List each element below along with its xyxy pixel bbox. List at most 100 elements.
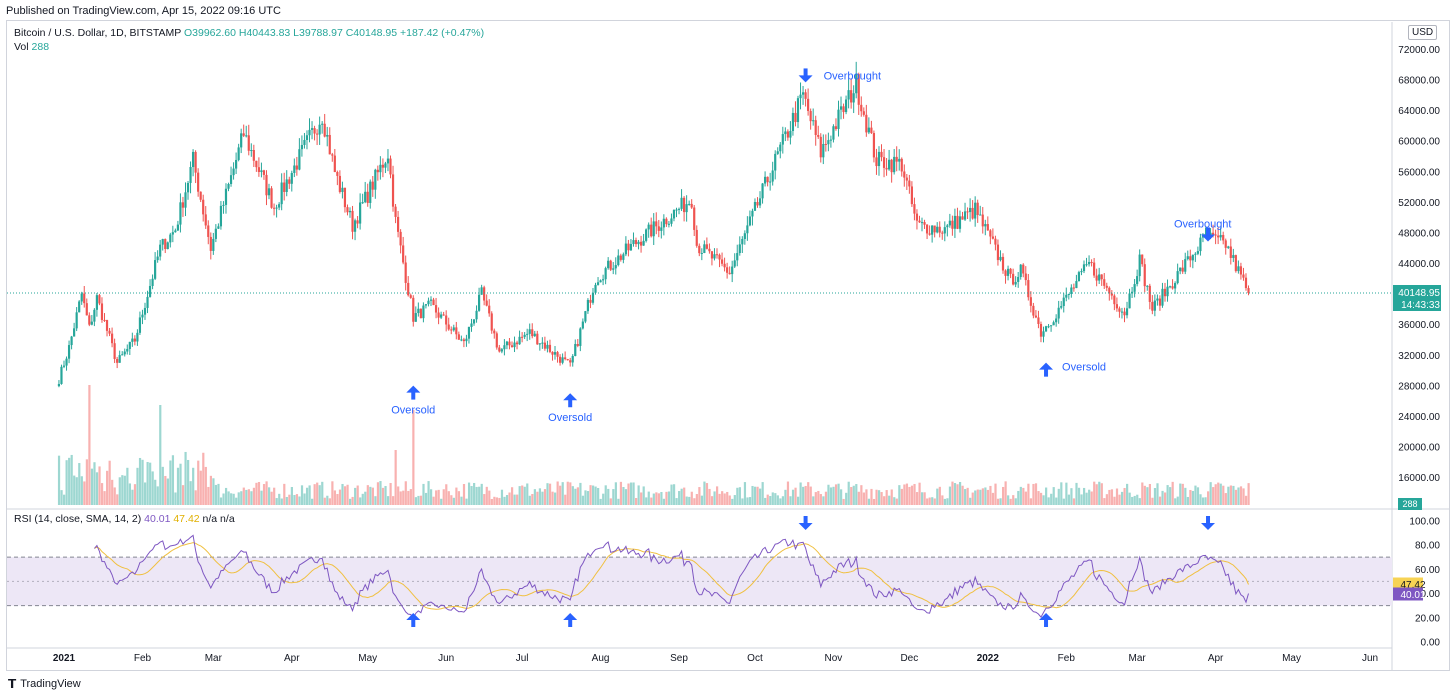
volume-bar bbox=[331, 481, 334, 505]
volume-bar bbox=[95, 472, 99, 505]
candle bbox=[941, 230, 944, 240]
volume-bar bbox=[609, 498, 612, 505]
candle-body bbox=[313, 128, 316, 134]
candle-body bbox=[252, 149, 255, 161]
volume-bar bbox=[467, 482, 471, 505]
candle-body bbox=[1029, 297, 1032, 306]
candle bbox=[908, 174, 911, 194]
candle bbox=[1158, 295, 1162, 311]
candle-body bbox=[445, 315, 448, 325]
candle bbox=[108, 328, 111, 337]
volume-bar bbox=[146, 461, 149, 505]
rsi-overbought-arrow-icon-shaft bbox=[803, 516, 808, 525]
candle bbox=[642, 233, 645, 246]
candle-body bbox=[452, 327, 455, 331]
volume-bar bbox=[1070, 488, 1073, 505]
volume-bar bbox=[865, 489, 868, 505]
volume-bar bbox=[847, 481, 850, 505]
candle-body bbox=[829, 139, 832, 141]
candle bbox=[758, 191, 762, 209]
volume-bar bbox=[508, 492, 511, 505]
candle bbox=[1095, 268, 1098, 287]
volume-bar bbox=[303, 493, 306, 505]
currency-button[interactable]: USD bbox=[1408, 25, 1438, 40]
candle bbox=[513, 336, 516, 353]
volume-bar bbox=[850, 487, 853, 505]
candle-body bbox=[262, 170, 266, 175]
volume-bar bbox=[832, 486, 835, 505]
volume-bar bbox=[495, 497, 499, 505]
volume-bar bbox=[60, 490, 63, 505]
candle-body bbox=[1115, 304, 1118, 309]
candle bbox=[500, 347, 503, 354]
volume-bar bbox=[361, 493, 364, 505]
volume-bar bbox=[678, 491, 681, 505]
candle bbox=[207, 220, 210, 245]
candle bbox=[1136, 269, 1139, 287]
last-price-badge bbox=[1393, 285, 1441, 311]
candle-body bbox=[1014, 281, 1017, 285]
candle bbox=[391, 165, 395, 212]
volume-bar bbox=[376, 482, 380, 505]
candle bbox=[521, 332, 524, 343]
rsi-oversold-arrow-icon-shaft bbox=[568, 618, 573, 627]
candle-body bbox=[731, 266, 734, 275]
volume-bar bbox=[629, 482, 633, 505]
volume-bar bbox=[374, 496, 377, 505]
candle-body bbox=[148, 285, 152, 297]
volume-bar bbox=[794, 487, 797, 505]
candle bbox=[546, 340, 549, 353]
candle-body bbox=[73, 328, 76, 337]
volume-bar bbox=[1014, 498, 1017, 505]
volume-bar bbox=[1088, 489, 1091, 505]
candle-body bbox=[399, 231, 402, 246]
candle-body bbox=[591, 292, 595, 303]
volume-bar bbox=[991, 492, 995, 505]
candle bbox=[1166, 279, 1169, 302]
candle bbox=[169, 232, 172, 248]
candle bbox=[280, 173, 283, 211]
volume-label[interactable]: Vol bbox=[14, 41, 29, 53]
volume-bar bbox=[602, 493, 605, 505]
candle bbox=[346, 204, 349, 216]
candle-body bbox=[376, 169, 379, 173]
candle-body bbox=[609, 260, 612, 270]
volume-bar bbox=[655, 492, 658, 505]
candle-body bbox=[146, 296, 149, 308]
candle bbox=[832, 124, 835, 143]
candle bbox=[634, 237, 638, 248]
candle-body bbox=[159, 244, 162, 257]
volume-bar bbox=[1212, 487, 1215, 505]
candle bbox=[961, 211, 964, 220]
candle-body bbox=[1227, 246, 1230, 248]
rsi-title[interactable]: RSI (14, close, SMA, 14, 2) bbox=[14, 513, 142, 525]
candle bbox=[389, 155, 392, 179]
candle-body bbox=[969, 207, 972, 213]
candle-body bbox=[561, 357, 564, 363]
candle bbox=[870, 120, 873, 134]
candle-body bbox=[1049, 325, 1053, 327]
footer-brand[interactable]: TradingView bbox=[20, 678, 81, 690]
volume-bar bbox=[731, 498, 734, 505]
candle bbox=[1234, 254, 1237, 273]
candle bbox=[181, 196, 185, 217]
candle bbox=[682, 196, 686, 222]
candle bbox=[974, 196, 977, 227]
volume-bar bbox=[541, 491, 544, 505]
candle-body bbox=[288, 179, 291, 184]
candle bbox=[576, 338, 579, 348]
volume-bar bbox=[217, 483, 220, 505]
candle bbox=[285, 170, 288, 197]
volume-bar bbox=[877, 490, 881, 505]
candle bbox=[83, 285, 86, 308]
volume-bar bbox=[680, 488, 683, 505]
candle bbox=[1075, 274, 1078, 289]
volume-bar bbox=[966, 487, 969, 505]
symbol-title[interactable]: Bitcoin / U.S. Dollar, 1D, BITSTAMP bbox=[14, 27, 182, 39]
candle bbox=[419, 308, 422, 319]
candle-body bbox=[809, 110, 812, 122]
candle-body bbox=[169, 234, 172, 243]
candle-body bbox=[326, 134, 329, 137]
candle-body bbox=[78, 301, 81, 313]
